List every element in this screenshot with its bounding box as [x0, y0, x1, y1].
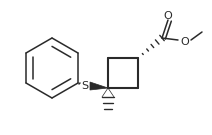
Text: O: O: [164, 11, 172, 21]
Text: O: O: [181, 37, 189, 47]
Text: S: S: [81, 81, 89, 91]
Polygon shape: [90, 82, 108, 90]
